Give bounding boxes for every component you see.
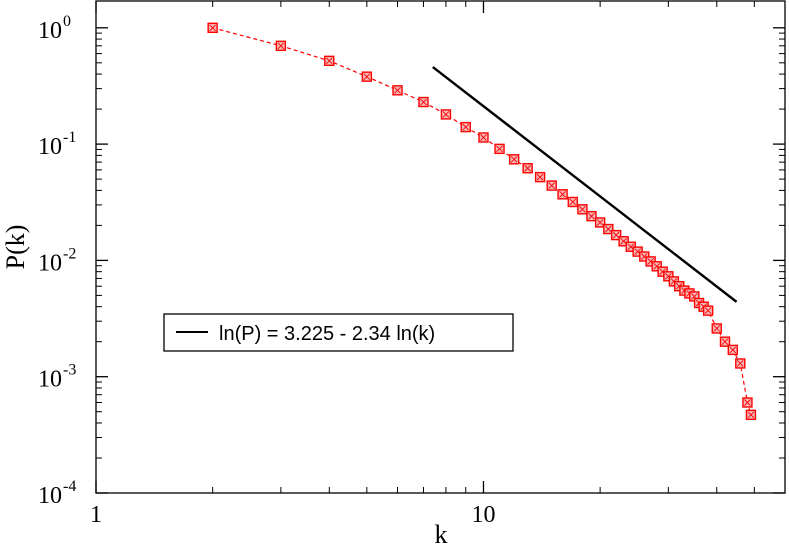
y-tick-label-base: 10	[38, 367, 62, 393]
y-tick-label-exponent: -3	[63, 362, 76, 379]
y-axis-label: P(k)	[1, 225, 30, 270]
legend-fit-label: ln(P) = 3.225 - 2.34 ln(k)	[219, 323, 435, 345]
legend: ln(P) = 3.225 - 2.34 ln(k)	[163, 313, 514, 352]
fit-line	[432, 66, 738, 303]
y-tick-label-base: 10	[38, 134, 62, 160]
data-series-layer	[207, 22, 757, 421]
y-tick-label-exponent: -2	[63, 245, 76, 262]
data-point	[557, 189, 568, 200]
y-tick-label: 10 -2	[38, 245, 76, 276]
data-point	[742, 397, 753, 408]
y-tick-label: 10 -1	[38, 129, 76, 160]
data-point	[577, 204, 588, 215]
data-point	[522, 163, 533, 174]
data-point	[702, 305, 714, 316]
data-series-line	[212, 27, 752, 416]
data-point	[275, 40, 287, 52]
y-tick-label-base: 10	[38, 250, 62, 276]
fit-line-layer	[432, 66, 738, 303]
data-point	[478, 132, 489, 143]
data-point	[494, 143, 505, 155]
y-tick-label-exponent: 0	[63, 13, 71, 30]
data-point	[603, 223, 614, 235]
y-tick-label-base: 10	[38, 18, 62, 44]
data-point	[719, 336, 731, 347]
data-point	[440, 109, 452, 120]
data-point	[745, 409, 757, 421]
data-point	[610, 229, 622, 241]
data-point	[546, 180, 557, 191]
data-point	[594, 217, 606, 228]
data-point	[392, 85, 403, 96]
x-tick-label: 10	[471, 502, 495, 528]
data-point	[618, 236, 629, 247]
data-point	[361, 71, 373, 82]
data-point	[324, 55, 335, 67]
data-point	[534, 171, 546, 183]
y-tick-label-exponent: -4	[63, 478, 76, 495]
data-point	[567, 196, 578, 208]
data-point	[418, 96, 429, 108]
data-point	[727, 344, 739, 356]
y-tick-label-base: 10	[38, 483, 62, 509]
x-tick-label: 1	[90, 502, 102, 528]
legend-box	[163, 313, 514, 352]
data-point	[735, 358, 746, 369]
data-point	[508, 154, 520, 165]
data-point	[586, 210, 597, 222]
plot-frame	[95, 0, 786, 494]
y-tick-label: 10 -3	[38, 362, 76, 393]
data-point	[460, 121, 471, 133]
data-point	[711, 323, 722, 334]
y-tick-label-exponent: -1	[63, 129, 76, 146]
y-tick-label: 10 0	[38, 13, 71, 44]
data-point	[207, 22, 218, 34]
x-axis-label: k	[435, 520, 448, 547]
y-tick-label: 10 -4	[38, 478, 76, 509]
